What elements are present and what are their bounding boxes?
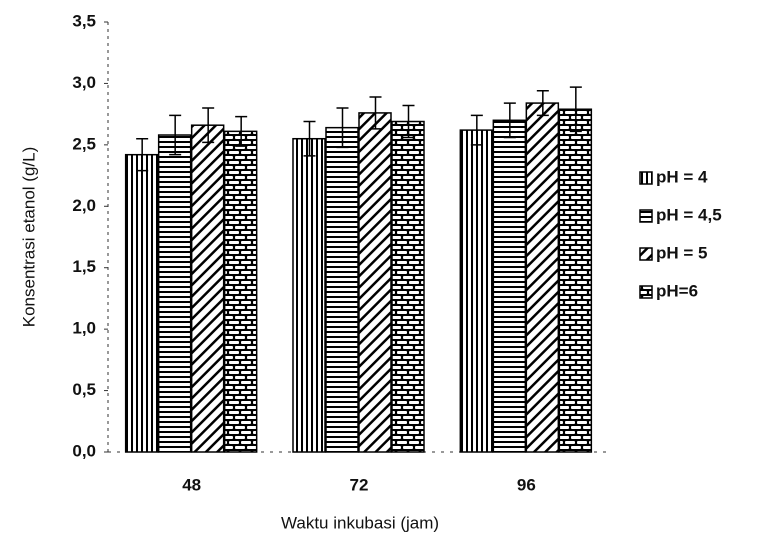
y-tick-label: 0,5 [72, 380, 96, 399]
bar [525, 102, 560, 453]
bar [358, 112, 392, 453]
y-tick-label: 3,0 [72, 73, 96, 92]
x-tick-label: 48 [182, 475, 201, 494]
y-tick-label: 3,5 [72, 11, 96, 30]
legend-label: pH = 5 [656, 243, 708, 262]
y-tick-label: 2,5 [72, 134, 96, 153]
error-bar [336, 107, 349, 149]
bar [492, 119, 527, 453]
y-tick-label: 1,5 [72, 257, 96, 276]
y-axis-label: Konsentrasi etanol (g/L) [19, 147, 38, 328]
x-axis-label: Waktu inkubasi (jam) [281, 513, 439, 532]
error-bar [235, 115, 248, 147]
legend-swatch [639, 171, 653, 185]
y-tick-label: 2,0 [72, 196, 96, 215]
x-tick-label: 72 [350, 475, 369, 494]
error-bar [202, 107, 215, 144]
error-bar [303, 120, 316, 157]
bar [223, 130, 258, 453]
bar [558, 108, 593, 453]
x-tick-label: 96 [517, 475, 536, 494]
bar [124, 153, 159, 453]
legend-swatch [639, 247, 653, 261]
bar [292, 137, 326, 453]
legend-swatch [639, 209, 653, 223]
error-bar [503, 102, 516, 139]
legend-label: pH = 4,5 [656, 205, 722, 224]
error-bar [169, 114, 182, 156]
error-bar [402, 104, 415, 139]
bar [459, 129, 494, 453]
error-bar [536, 90, 549, 117]
error-bar [569, 86, 582, 133]
bar [190, 124, 225, 453]
legend-label: pH=6 [656, 281, 698, 300]
y-tick-label: 0,0 [72, 441, 96, 460]
error-bar [136, 137, 149, 172]
error-bar [470, 114, 483, 146]
bar [325, 126, 359, 453]
bar [391, 120, 425, 453]
y-tick-label: 1,0 [72, 319, 96, 338]
bar [157, 134, 192, 453]
error-bar [369, 96, 382, 130]
legend-swatch [639, 285, 653, 299]
legend-label: pH = 4 [656, 167, 708, 186]
